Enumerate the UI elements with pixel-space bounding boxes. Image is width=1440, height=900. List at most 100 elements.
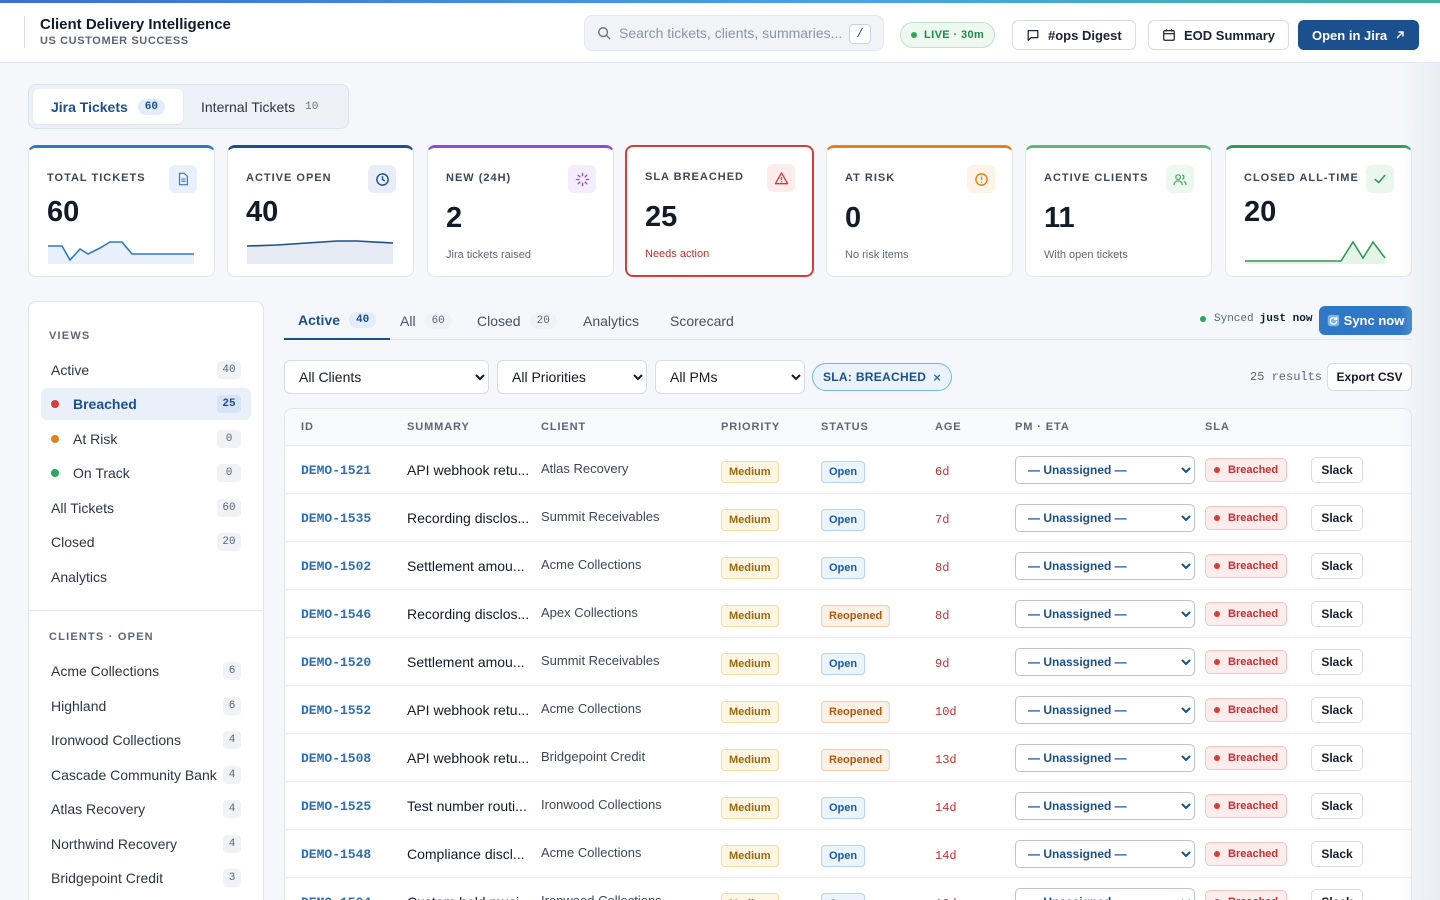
search-box[interactable]: / xyxy=(584,15,884,51)
slack-button[interactable]: Slack xyxy=(1311,793,1363,819)
table-row[interactable]: DEMO-1525 Test number routi... Ironwood Co… xyxy=(285,782,1411,830)
table-row[interactable]: DEMO-1520 Settlement amou... Summit Receiv… xyxy=(285,638,1411,686)
sidebar-client-item[interactable]: Acme Collections 6 xyxy=(41,655,251,687)
table-row[interactable]: DEMO-1535 Recording disclos... Summit Rece… xyxy=(285,494,1411,542)
slack-button[interactable]: Slack xyxy=(1311,649,1363,675)
eod-summary-label: EOD Summary xyxy=(1184,27,1276,43)
tab-scorecard[interactable]: Scorecard xyxy=(656,301,748,340)
column-header[interactable]: PRIORITY xyxy=(721,421,781,433)
kpi-active-open[interactable]: ACTIVE OPEN 40 xyxy=(227,145,414,277)
ticket-id-link[interactable]: DEMO-1521 xyxy=(301,462,372,478)
pm-assign-select[interactable]: — Unassigned — xyxy=(1015,648,1195,676)
ticket-id-link[interactable]: DEMO-1525 xyxy=(301,798,372,814)
slack-button[interactable]: Slack xyxy=(1311,457,1363,483)
table-row[interactable]: DEMO-1548 Compliance discl... Acme Collect… xyxy=(285,830,1411,878)
pm-assign-select[interactable]: — Unassigned — xyxy=(1015,744,1195,772)
table-row[interactable]: DEMO-1546 Recording disclos... Apex Collec… xyxy=(285,590,1411,638)
column-header[interactable]: CLIENT xyxy=(541,421,587,433)
ticket-id-link[interactable]: DEMO-1504 xyxy=(301,878,371,900)
priority-badge: Medium xyxy=(721,605,779,627)
ops-digest-button[interactable]: #ops Digest xyxy=(1012,20,1136,50)
pm-assign-select[interactable]: — Unassigned — xyxy=(1015,552,1195,580)
column-header[interactable]: PM · ETA xyxy=(1015,421,1070,433)
sidebar-item-active[interactable]: Active 40 xyxy=(41,354,251,386)
status-cell: Reopened xyxy=(821,736,891,784)
eod-summary-button[interactable]: EOD Summary xyxy=(1148,20,1290,50)
sidebar-client-item[interactable]: Ironwood Collections 4 xyxy=(41,724,251,756)
slack-button[interactable]: Slack xyxy=(1311,505,1363,531)
tab-closed[interactable]: Closed 20 xyxy=(463,301,571,340)
slack-button[interactable]: Slack xyxy=(1311,841,1363,867)
table-row[interactable]: DEMO-1552 API webhook retu... Acme Collect… xyxy=(285,686,1411,734)
kpi-closed-all-time[interactable]: CLOSED ALL-TIME 20 xyxy=(1225,145,1412,277)
ticket-summary: Compliance discl... xyxy=(407,830,531,878)
sidebar-client-item[interactable]: Cascade Community Bank 4 xyxy=(41,759,251,791)
sidebar-item-at-risk[interactable]: At Risk 0 xyxy=(41,423,251,455)
ticket-id-link[interactable]: DEMO-1546 xyxy=(301,606,372,622)
tab-active[interactable]: Active 40 xyxy=(284,301,391,340)
tab-jira-tickets[interactable]: Jira Tickets 60 xyxy=(33,89,183,124)
table-row[interactable]: DEMO-1508 API webhook retu... Bridgepoint … xyxy=(285,734,1411,784)
tab-all[interactable]: All 60 xyxy=(386,301,466,340)
ticket-id-link[interactable]: DEMO-1502 xyxy=(301,558,372,574)
slack-cell: Slack xyxy=(1311,878,1363,900)
table-row[interactable]: DEMO-1502 Settlement amou... Acme Collecti… xyxy=(285,542,1411,590)
pm-assign-select[interactable]: — Unassigned — xyxy=(1015,504,1195,532)
close-icon[interactable]: × xyxy=(933,369,942,385)
column-header[interactable]: SLA xyxy=(1205,421,1230,433)
ticket-id-link[interactable]: DEMO-1520 xyxy=(301,654,372,670)
ticket-id-link[interactable]: DEMO-1552 xyxy=(301,702,372,718)
open-in-jira-button[interactable]: Open in Jira xyxy=(1298,20,1420,50)
slack-button[interactable]: Slack xyxy=(1311,889,1363,900)
sidebar-client-item[interactable]: Bridgepoint Credit 3 xyxy=(41,862,251,894)
priority-badge: Medium xyxy=(721,701,779,723)
priority-filter-select[interactable]: All Priorities xyxy=(497,360,647,394)
search-input[interactable] xyxy=(619,25,845,41)
column-header[interactable]: AGE xyxy=(935,421,962,433)
column-header[interactable]: ID xyxy=(301,421,314,433)
tab-internal-tickets[interactable]: Internal Tickets 10 xyxy=(183,89,336,124)
pm-filter-select[interactable]: All PMs xyxy=(655,360,805,394)
sidebar-item-breached[interactable]: Breached 25 xyxy=(41,388,251,420)
kpi-subtext: With open tickets xyxy=(1044,249,1128,261)
column-header[interactable]: SUMMARY xyxy=(407,421,470,433)
pm-assign-select[interactable]: — Unassigned — xyxy=(1015,888,1195,900)
client-filter-select[interactable]: All Clients xyxy=(284,360,489,394)
kpi-total-tickets[interactable]: TOTAL TICKETS 60 xyxy=(28,145,215,277)
sync-now-button[interactable]: Sync now xyxy=(1319,306,1412,335)
sidebar-client-item[interactable]: Highland 6 xyxy=(41,690,251,722)
slack-button[interactable]: Slack xyxy=(1311,553,1363,579)
sidebar-item-analytics[interactable]: Analytics xyxy=(41,561,251,593)
kpi-sla-breached[interactable]: SLA BREACHED 25 Needs action xyxy=(625,145,814,277)
ticket-id-link[interactable]: DEMO-1535 xyxy=(301,510,372,526)
tab-analytics[interactable]: Analytics xyxy=(569,301,653,340)
sidebar-item-closed[interactable]: Closed 20 xyxy=(41,526,251,558)
kpi-at-risk[interactable]: AT RISK 0 No risk items xyxy=(826,145,1013,277)
sidebar-client-item[interactable]: Northwind Recovery 4 xyxy=(41,828,251,860)
kpi-active-clients[interactable]: ACTIVE CLIENTS 11 With open tickets xyxy=(1025,145,1212,277)
export-csv-button[interactable]: Export CSV xyxy=(1327,363,1412,391)
pm-assign-select[interactable]: — Unassigned — xyxy=(1015,792,1195,820)
ticket-id-link[interactable]: DEMO-1548 xyxy=(301,846,372,862)
table-row[interactable]: DEMO-1504 Custom hold musi... Ironwood Col… xyxy=(285,878,1411,900)
slack-button[interactable]: Slack xyxy=(1311,601,1363,627)
sidebar-item-all-tickets[interactable]: All Tickets 60 xyxy=(41,492,251,524)
status-badge: Open xyxy=(821,509,866,531)
ticket-id-link[interactable]: DEMO-1508 xyxy=(301,750,372,766)
pm-assign-select[interactable]: — Unassigned — xyxy=(1015,456,1195,484)
slack-button[interactable]: Slack xyxy=(1311,697,1363,723)
table-row[interactable]: DEMO-1521 API webhook retu... Atlas Recove… xyxy=(285,446,1411,494)
slack-button[interactable]: Slack xyxy=(1311,745,1363,771)
orange-dot-icon xyxy=(51,435,59,443)
column-header[interactable]: STATUS xyxy=(821,421,869,433)
pm-assign-select[interactable]: — Unassigned — xyxy=(1015,600,1195,628)
pm-assign-select[interactable]: — Unassigned — xyxy=(1015,840,1195,868)
ticket-age: 14d xyxy=(935,849,957,863)
kpi-label: TOTAL TICKETS xyxy=(47,172,146,184)
sidebar-item-on-track[interactable]: On Track 0 xyxy=(41,457,251,489)
sidebar-item-count: 25 xyxy=(217,395,241,413)
sla-filter-chip[interactable]: SLA: BREACHED × xyxy=(812,363,953,391)
pm-assign-select[interactable]: — Unassigned — xyxy=(1015,696,1195,724)
kpi-new-24h[interactable]: NEW (24H) 2 Jira tickets raised xyxy=(427,145,614,277)
sidebar-client-item[interactable]: Atlas Recovery 4 xyxy=(41,793,251,825)
